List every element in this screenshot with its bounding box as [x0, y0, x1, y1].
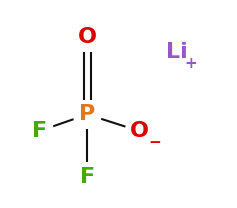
Text: O: O	[78, 27, 97, 47]
Text: P: P	[79, 104, 96, 124]
Text: −: −	[149, 135, 161, 150]
Text: +: +	[184, 56, 197, 71]
Text: O: O	[130, 121, 149, 141]
Text: F: F	[80, 167, 95, 187]
Text: Li: Li	[166, 42, 188, 62]
Text: F: F	[32, 121, 47, 141]
